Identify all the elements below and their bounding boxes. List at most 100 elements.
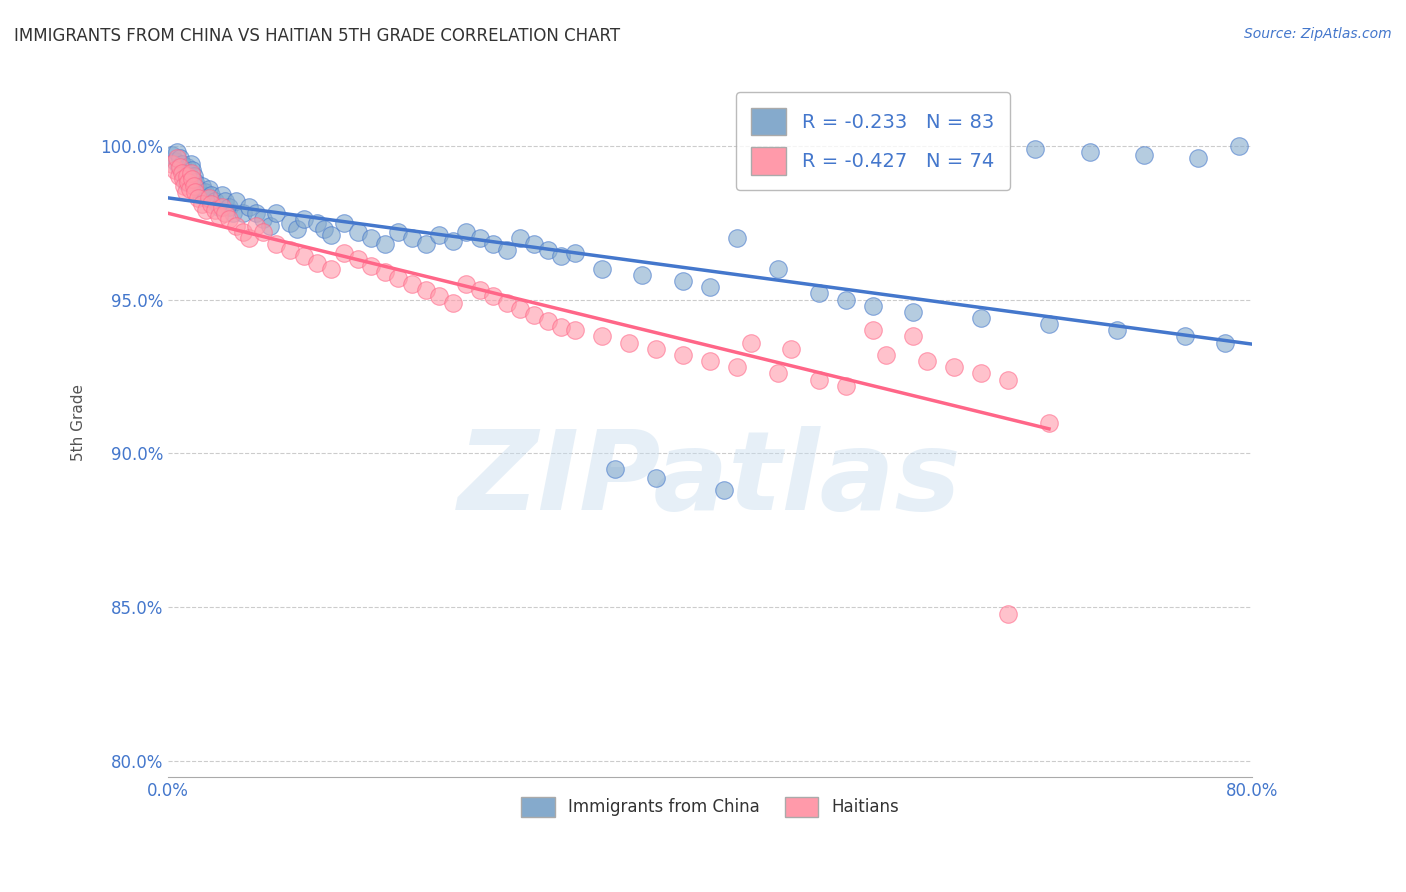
Point xyxy=(605,462,627,476)
Point xyxy=(214,206,236,220)
Point xyxy=(319,261,342,276)
Point xyxy=(441,234,464,248)
Point xyxy=(278,244,301,258)
Point xyxy=(214,194,236,208)
Point xyxy=(259,219,281,233)
Point xyxy=(174,185,197,199)
Point xyxy=(523,308,546,322)
Point xyxy=(1105,323,1128,337)
Point xyxy=(725,231,748,245)
Point xyxy=(1174,329,1197,343)
Point xyxy=(482,289,505,303)
Point xyxy=(523,237,546,252)
Point xyxy=(360,259,382,273)
Point xyxy=(292,249,315,263)
Point xyxy=(970,367,993,381)
Point xyxy=(252,212,274,227)
Point xyxy=(713,483,735,498)
Point xyxy=(167,160,190,174)
Point xyxy=(200,187,222,202)
Point xyxy=(536,314,558,328)
Point xyxy=(208,210,231,224)
Point xyxy=(169,151,191,165)
Point xyxy=(172,172,194,186)
Legend: Immigrants from China, Haitians: Immigrants from China, Haitians xyxy=(513,789,907,825)
Point xyxy=(943,360,966,375)
Point xyxy=(181,172,204,186)
Point xyxy=(170,166,193,180)
Point xyxy=(266,237,288,252)
Point xyxy=(191,197,214,211)
Point xyxy=(173,169,195,184)
Point xyxy=(766,261,789,276)
Point xyxy=(180,166,202,180)
Point xyxy=(225,194,247,208)
Point xyxy=(160,147,183,161)
Point xyxy=(631,268,654,282)
Point xyxy=(319,227,342,242)
Point xyxy=(550,320,572,334)
Point xyxy=(374,265,396,279)
Point xyxy=(232,206,254,220)
Point xyxy=(346,225,368,239)
Point xyxy=(468,231,491,245)
Point xyxy=(169,160,191,174)
Point xyxy=(495,295,517,310)
Point xyxy=(875,348,897,362)
Point xyxy=(1227,138,1250,153)
Point xyxy=(191,178,214,193)
Point xyxy=(536,244,558,258)
Point xyxy=(232,225,254,239)
Point xyxy=(197,191,219,205)
Point xyxy=(194,203,217,218)
Point xyxy=(780,342,803,356)
Point xyxy=(194,185,217,199)
Point xyxy=(415,283,437,297)
Point xyxy=(672,274,695,288)
Point xyxy=(179,172,201,186)
Point xyxy=(591,329,613,343)
Point xyxy=(172,163,194,178)
Point xyxy=(208,200,231,214)
Point xyxy=(725,360,748,375)
Point xyxy=(807,373,830,387)
Point xyxy=(170,157,193,171)
Point xyxy=(204,194,226,208)
Point xyxy=(184,185,207,199)
Point xyxy=(374,237,396,252)
Point xyxy=(360,231,382,245)
Point xyxy=(387,271,409,285)
Point xyxy=(176,169,198,184)
Point xyxy=(807,286,830,301)
Point xyxy=(225,219,247,233)
Point xyxy=(176,160,198,174)
Point xyxy=(307,215,329,229)
Point xyxy=(427,227,450,242)
Point xyxy=(166,151,188,165)
Point xyxy=(187,191,209,205)
Point xyxy=(591,261,613,276)
Point xyxy=(915,354,938,368)
Point xyxy=(174,176,197,190)
Point xyxy=(245,206,267,220)
Point xyxy=(204,203,226,218)
Point xyxy=(645,471,668,485)
Point xyxy=(387,225,409,239)
Point xyxy=(177,176,200,190)
Point xyxy=(970,310,993,325)
Point xyxy=(441,295,464,310)
Point xyxy=(245,219,267,233)
Point xyxy=(401,277,423,292)
Point xyxy=(564,246,586,260)
Point xyxy=(222,206,245,220)
Point xyxy=(903,329,925,343)
Point xyxy=(218,212,240,227)
Point xyxy=(509,231,531,245)
Point xyxy=(333,215,356,229)
Point xyxy=(167,169,190,184)
Point xyxy=(238,231,260,245)
Point xyxy=(834,378,856,392)
Point xyxy=(266,206,288,220)
Point xyxy=(427,289,450,303)
Point xyxy=(181,163,204,178)
